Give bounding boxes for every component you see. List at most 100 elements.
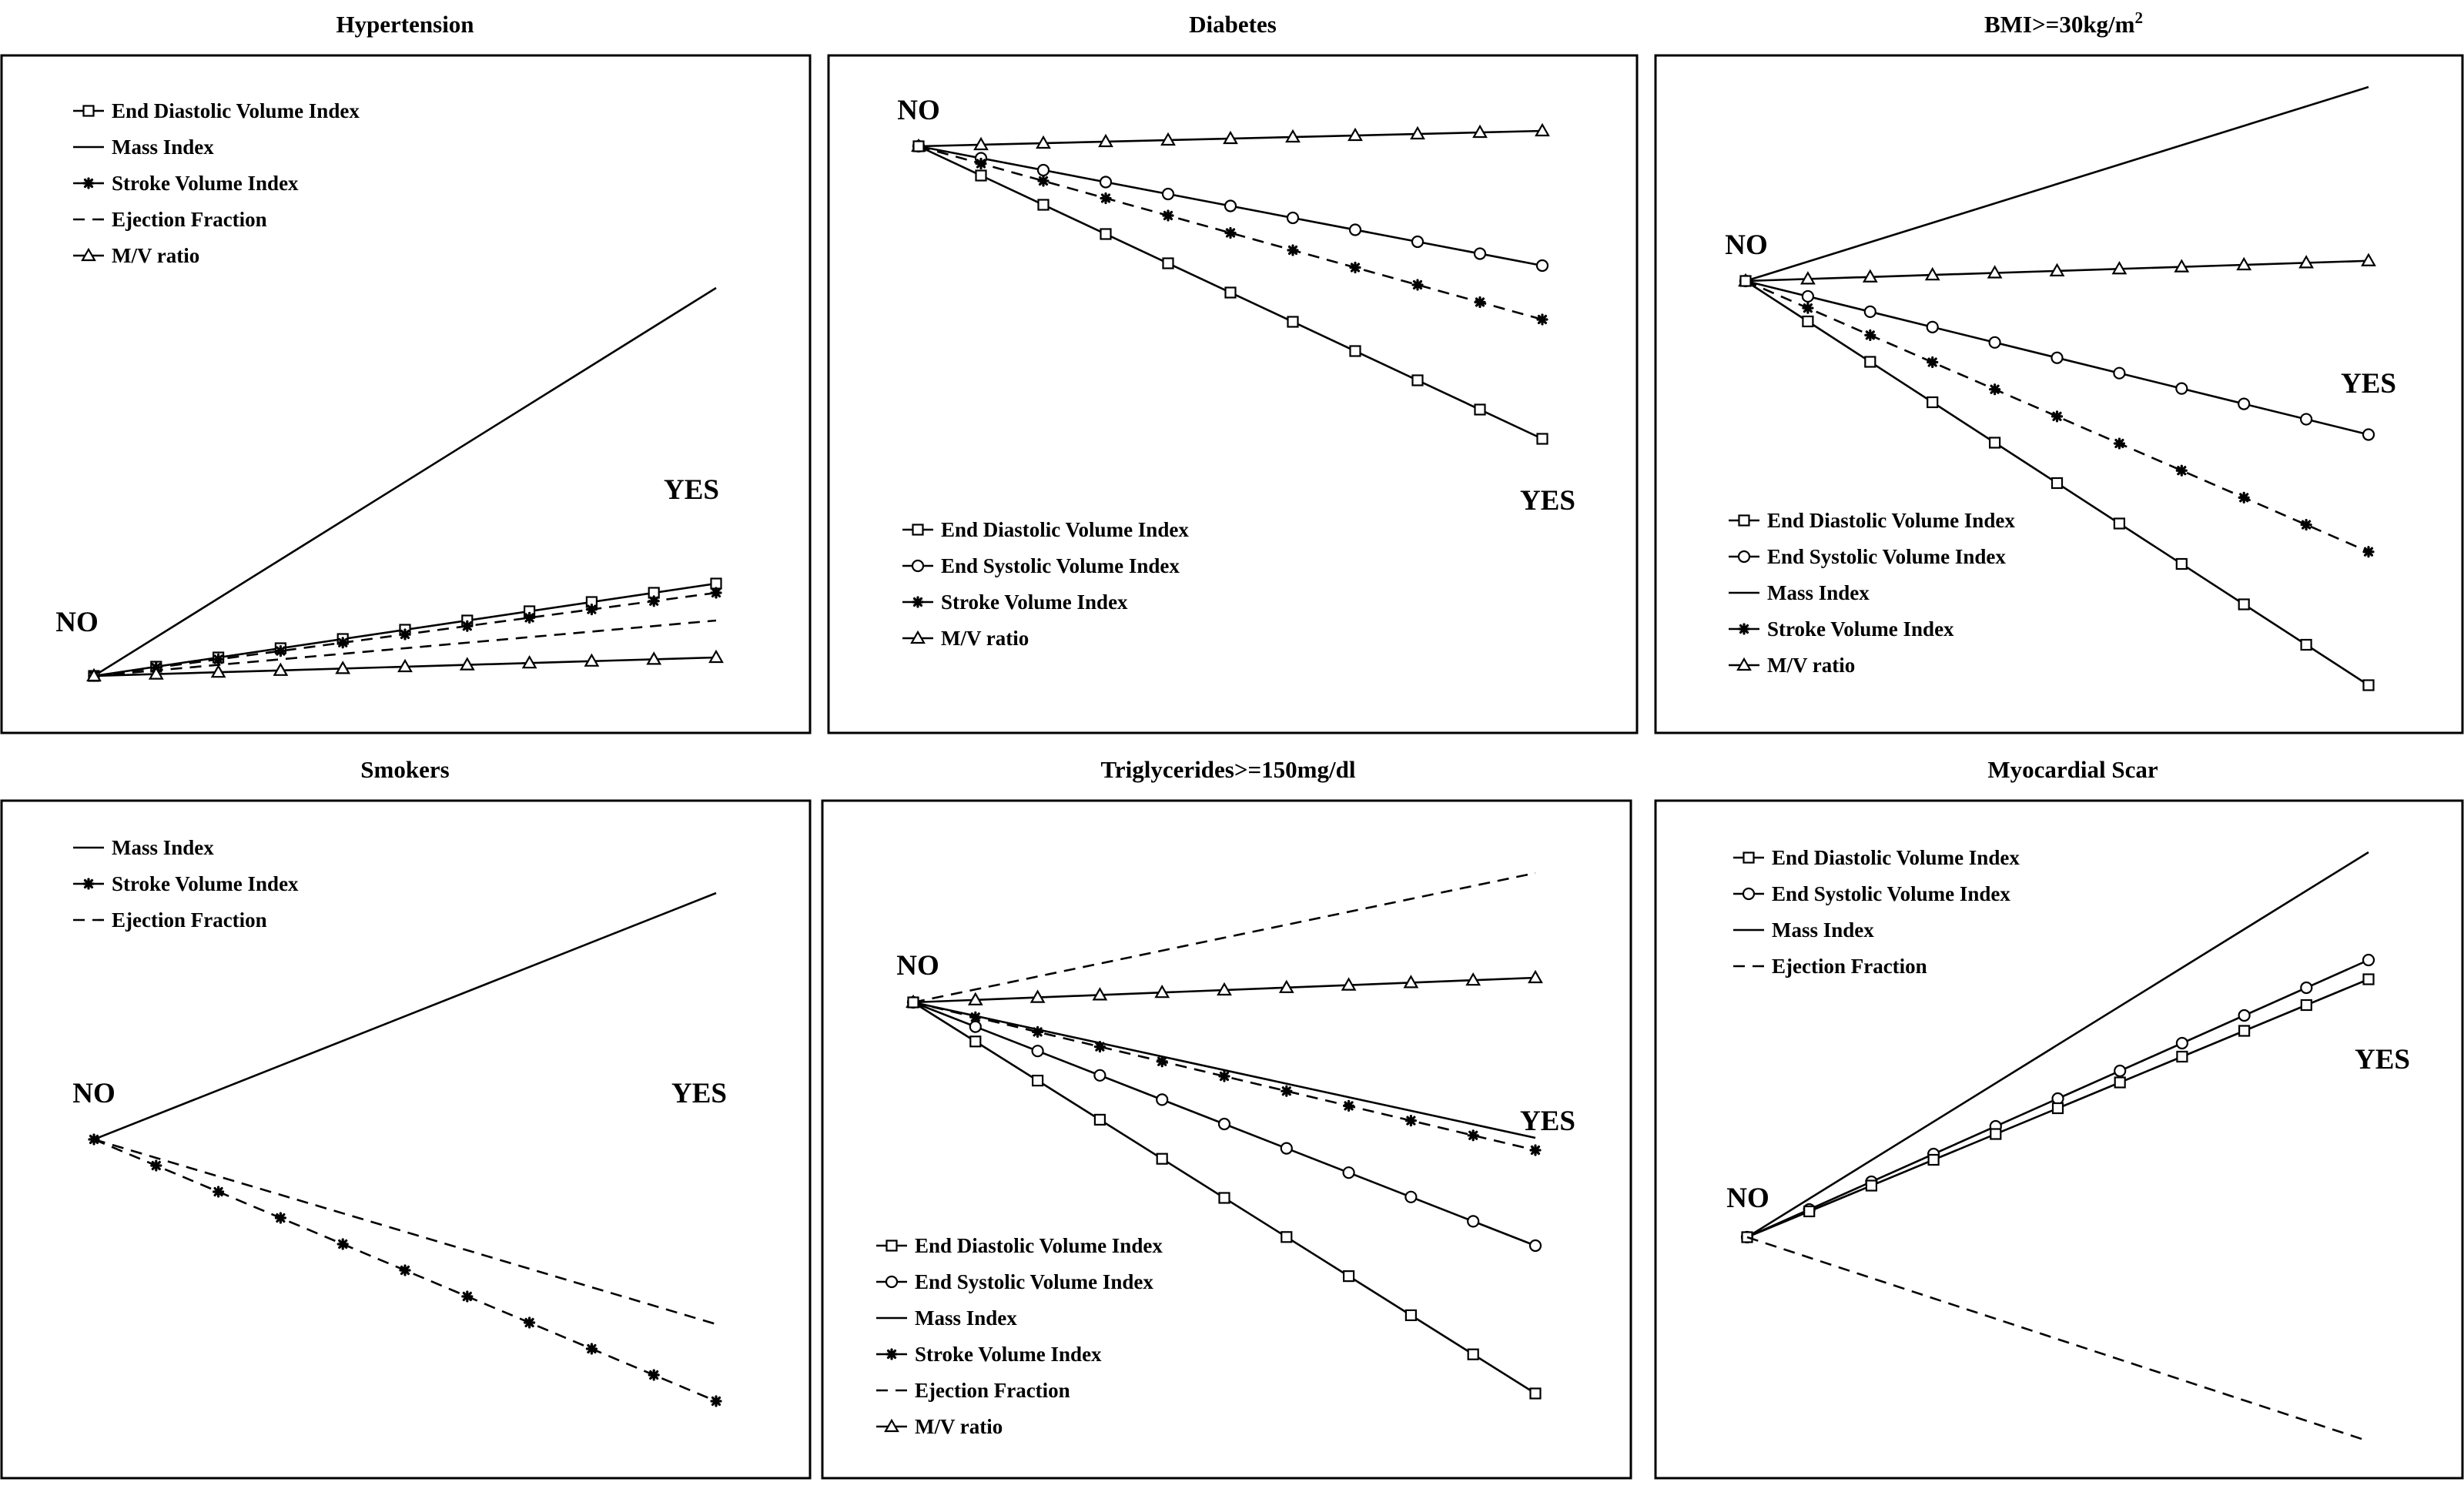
panel-frame [0, 54, 812, 734]
series-ejection-fraction [912, 871, 1536, 1004]
legend: Mass Index Stroke Volume Index Ejection Fr… [73, 836, 299, 932]
data-point [397, 658, 413, 673]
series-end-diastolic-volume-index [1741, 973, 2375, 1243]
category-label-no: NO [896, 950, 939, 982]
data-point [648, 595, 660, 607]
data-point [1100, 192, 1112, 205]
category-label-no: NO [72, 1078, 116, 1109]
data-point [274, 645, 286, 657]
data-point [1467, 1129, 1479, 1142]
legend-marker [82, 177, 95, 189]
data-point [1800, 271, 1816, 285]
data-point [1342, 1270, 1355, 1283]
data-point [1474, 403, 1486, 416]
series-mass-index [93, 892, 717, 1141]
data-point [1036, 163, 1050, 177]
series-mass-index [93, 286, 717, 677]
data-point [1472, 124, 1488, 139]
legend-label: Mass Index [112, 836, 214, 859]
data-point [1162, 209, 1174, 222]
legend-label: Mass Index [112, 135, 214, 159]
data-point [1410, 125, 1425, 140]
series-m-v-ratio [911, 122, 1550, 152]
data-point [1803, 1205, 1816, 1218]
data-point [2174, 259, 2190, 273]
category-label-yes: YES [1520, 485, 1575, 517]
series-line [93, 1138, 717, 1326]
category-label-yes: YES [664, 474, 719, 506]
series-ejection-fraction [93, 1138, 717, 1326]
panel-title: Smokers [360, 756, 449, 783]
series-mass-index [912, 1001, 1536, 1139]
data-point [2113, 517, 2125, 530]
legend-label: Mass Index [1772, 918, 1874, 942]
data-point [461, 1290, 474, 1303]
data-point [2113, 437, 2125, 450]
legend-marker [1736, 657, 1752, 671]
data-point [1278, 979, 1294, 993]
data-point [2176, 1050, 2188, 1063]
data-point [1349, 345, 1361, 357]
data-point [1287, 244, 1299, 256]
series-m-v-ratio [906, 969, 1543, 1009]
data-point [1536, 313, 1548, 326]
legend-label: End Diastolic Volume Index [112, 99, 360, 122]
legend-marker [912, 596, 924, 608]
data-point [213, 1186, 225, 1198]
data-point [1528, 1239, 1542, 1253]
data-point [1218, 1192, 1230, 1204]
legend: End Diastolic Volume Index End Systolic V… [876, 1234, 1163, 1438]
data-point [2300, 518, 2312, 531]
data-point [1341, 977, 1357, 991]
data-point [2049, 263, 2065, 276]
data-point [969, 1035, 982, 1048]
data-point [1218, 1070, 1230, 1082]
panel-frame [1654, 54, 2464, 734]
data-point [1092, 987, 1108, 1001]
data-point [710, 587, 722, 599]
data-point [1280, 1142, 1293, 1155]
legend-marker [82, 105, 95, 117]
series-line [912, 1001, 1536, 1139]
series-line [912, 1001, 1536, 1152]
data-point [1100, 228, 1112, 240]
data-point [1156, 1093, 1169, 1106]
series-stroke-volume-index [88, 1133, 722, 1407]
data-point [2361, 253, 2376, 266]
legend-label: M/V ratio [941, 627, 1029, 650]
legend-marker [911, 559, 925, 573]
data-point [1864, 356, 1876, 368]
series-m-v-ratio [1738, 253, 2376, 287]
data-point [336, 637, 349, 649]
data-point [148, 666, 164, 680]
series-ejection-fraction [1746, 1236, 2369, 1443]
data-point [2051, 477, 2064, 490]
data-point [1031, 1045, 1044, 1058]
legend-label: End Diastolic Volume Index [941, 518, 1189, 541]
data-point [975, 157, 987, 170]
legend-label: End Systolic Volume Index [941, 554, 1180, 577]
data-point [1223, 130, 1238, 145]
panel-bmi-30kg-m: BMI>=30kg/m2 NO YES End Diastolic Volume In… [1654, 8, 2464, 734]
legend-marker [910, 630, 926, 644]
data-point [710, 1395, 722, 1407]
panel-title: Hypertension [336, 11, 474, 38]
data-point [88, 1133, 100, 1146]
data-point [2111, 261, 2128, 275]
legend-label: Stroke Volume Index [112, 872, 299, 895]
data-point [1029, 989, 1046, 1003]
legend-label: End Diastolic Volume Index [1772, 846, 2020, 869]
data-point [1162, 257, 1174, 269]
data-point [907, 996, 919, 1009]
legend-marker [1738, 623, 1750, 635]
data-point [2114, 1064, 2127, 1078]
legend-label: Ejection Fraction [112, 208, 267, 231]
data-point [1467, 1348, 1479, 1360]
data-point [2362, 953, 2375, 967]
data-point [2175, 1036, 2188, 1050]
data-point [2051, 410, 2064, 423]
category-label-no: NO [1726, 1183, 1769, 1214]
data-point [1224, 286, 1237, 299]
legend-marker [1743, 851, 1755, 864]
data-point [1037, 199, 1050, 211]
